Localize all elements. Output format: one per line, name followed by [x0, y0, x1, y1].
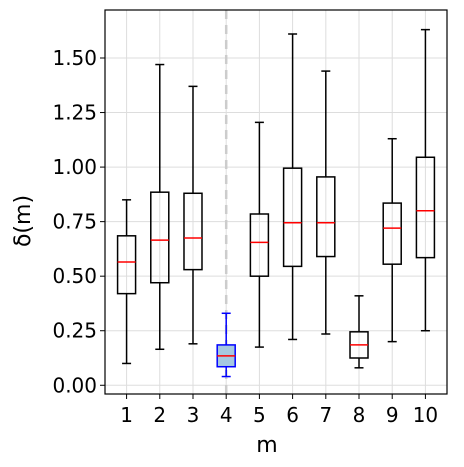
x-tick-label-7: 7	[319, 403, 332, 427]
iqr-box-3	[183, 192, 203, 271]
iqr-box-1	[116, 235, 137, 295]
box-5	[249, 121, 270, 348]
x-tick-label-2: 2	[153, 403, 166, 427]
iqr-box-9	[382, 202, 402, 265]
box-4	[216, 312, 236, 378]
x-axis-label: m	[256, 433, 277, 458]
x-tick-label-10: 10	[413, 403, 438, 427]
y-tick-label-3: 0.75	[52, 210, 97, 234]
x-tick-label-3: 3	[187, 403, 200, 427]
x-tick-label-8: 8	[353, 403, 366, 427]
y-tick-label-0: 0.00	[52, 373, 97, 397]
y-axis-label: δ(m)	[11, 195, 36, 247]
x-tick-label-4: 4	[220, 403, 233, 427]
box-7	[316, 70, 336, 335]
box-6	[282, 33, 303, 341]
y-tick-label-1: 0.25	[52, 319, 97, 343]
iqr-box-6	[282, 167, 303, 268]
x-tick-label-6: 6	[286, 403, 299, 427]
grid	[105, 10, 447, 394]
box-9	[382, 137, 402, 343]
iqr-box-7	[316, 176, 336, 258]
y-tick-label-2: 0.50	[52, 264, 97, 288]
x-tick-label-1: 1	[120, 403, 133, 427]
iqr-box-2	[150, 191, 170, 284]
box-1	[116, 199, 137, 365]
box-3	[183, 85, 203, 345]
iqr-box-10	[415, 156, 436, 259]
y-tick-label-6: 1.50	[52, 46, 97, 70]
y-tick-label-4: 1.00	[52, 155, 97, 179]
box-2	[150, 63, 170, 351]
box-10	[415, 28, 436, 332]
axes: 0.00 0.25 0.50 0.75 1.00 1.25 1.50 1 2 3 4 5 6 7 8 9 10	[52, 9, 448, 427]
boxes	[116, 28, 436, 378]
x-tick-label-5: 5	[253, 403, 266, 427]
x-tick-label-9: 9	[386, 403, 399, 427]
plot-frame	[104, 9, 448, 395]
iqr-box-5	[249, 213, 270, 277]
y-tick-label-5: 1.25	[52, 101, 97, 125]
box-8	[349, 295, 369, 369]
